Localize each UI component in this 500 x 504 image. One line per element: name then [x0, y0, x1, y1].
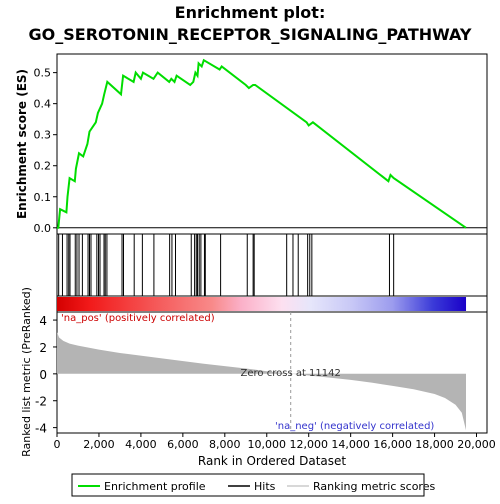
enrichment-profile-line: [57, 58, 467, 229]
es-y-tick-label: 0.1: [34, 191, 52, 204]
x-tick-label: 20,000: [457, 438, 496, 451]
na-neg-annotation: 'na_neg' (negatively correlated): [275, 421, 434, 432]
x-tick-label: 10,000: [248, 438, 287, 451]
legend: Enrichment profile Hits Ranking metric s…: [71, 473, 435, 497]
ranked-y-tick-label: 2: [39, 341, 47, 355]
es-y-tick-label: 0.2: [34, 160, 52, 173]
x-axis-label: Rank in Ordered Dataset: [198, 454, 346, 468]
es-panel-frame: [56, 53, 488, 235]
x-tick-label: 8,000: [209, 438, 241, 451]
legend-label-enrichment: Enrichment profile: [104, 480, 206, 493]
x-tick-label: 0: [54, 438, 61, 451]
chart-title: Enrichment plot:: [175, 3, 326, 22]
es-y-tick-label: 0.0: [34, 222, 52, 235]
x-tick-label: 4,000: [125, 438, 157, 451]
ranked-metric-panel: -4 -2 0 2 4 'na_pos' (positively correlated) '…: [35, 312, 496, 451]
ranking-gradient: [57, 297, 467, 311]
x-tick-label: 18,000: [415, 438, 454, 451]
es-panel: 0.0 0.1 0.2 0.3 0.4 0.5: [34, 58, 487, 235]
x-tick-label: 12,000: [289, 438, 328, 451]
hits-panel: [58, 234, 395, 296]
legend-box: [71, 473, 425, 497]
x-tick-label: 6,000: [167, 438, 199, 451]
ranked-y-tick-label: 4: [39, 314, 47, 328]
ranking-colorbar: [57, 297, 467, 311]
es-y-tick-label: 0.5: [34, 67, 52, 80]
zero-cross-annotation: Zero cross at 11142: [241, 368, 341, 379]
na-pos-annotation: 'na_pos' (positively correlated): [61, 313, 215, 324]
ranked-y-tick-label: 0: [39, 368, 47, 382]
ranked-y-tick-label: -4: [35, 422, 47, 436]
x-tick-label: 2,000: [83, 438, 115, 451]
es-y-tick-label: 0.4: [34, 98, 52, 111]
ranked-y-tick-label: -2: [35, 395, 47, 409]
ranking-metric-area: [57, 332, 466, 431]
hits-panel-frame: [56, 233, 488, 297]
x-tick-label: 16,000: [373, 438, 412, 451]
ranked-axis-label: Ranked list metric (PreRanked): [20, 287, 33, 457]
es-axis-label: Enrichment score (ES): [15, 69, 29, 219]
chart-subtitle: GO_SEROTONIN_RECEPTOR_SIGNALING_PATHWAY: [29, 25, 472, 44]
legend-label-hits: Hits: [254, 480, 276, 493]
es-y-tick-label: 0.3: [34, 129, 52, 142]
x-tick-label: 14,000: [331, 438, 370, 451]
legend-label-ranking: Ranking metric scores: [313, 480, 435, 493]
